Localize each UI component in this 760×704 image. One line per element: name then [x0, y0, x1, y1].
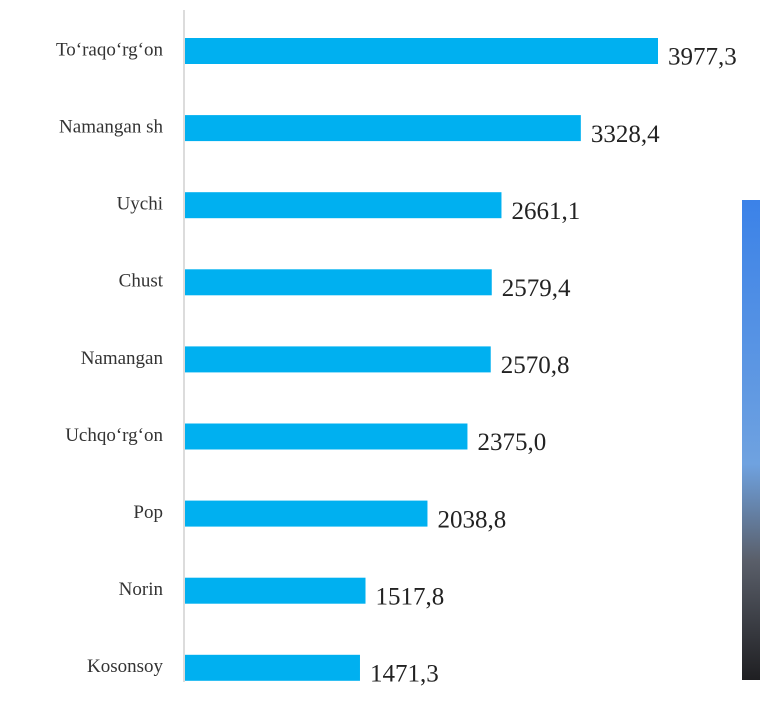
bar: [185, 192, 501, 218]
chart: To‘raqo‘rg‘on 3977,3 Namangan sh 3328,4 Uych…: [0, 0, 760, 704]
value-label: 1517,8: [376, 583, 445, 610]
category-label: Chust: [119, 271, 164, 292]
value-label: 1471,3: [370, 661, 439, 688]
category-label: Namangan: [81, 348, 164, 369]
value-label: 3977,3: [668, 44, 737, 71]
bar: [185, 269, 492, 295]
bar: [185, 424, 467, 450]
category-label: Pop: [133, 502, 163, 523]
bar: [185, 655, 360, 681]
category-label: Uychi: [117, 194, 163, 215]
category-label: Uchqo‘rg‘on: [65, 425, 163, 446]
category-label: To‘raqo‘rg‘on: [56, 39, 164, 60]
bar: [185, 501, 427, 527]
value-label: 2579,4: [502, 275, 571, 302]
bar: [185, 578, 366, 604]
value-label: 2038,8: [437, 506, 506, 533]
bar: [185, 346, 491, 372]
category-label: Norin: [119, 579, 164, 600]
category-label: Namangan sh: [59, 116, 163, 137]
category-label: Kosonsoy: [87, 656, 164, 677]
value-label: 2375,0: [477, 429, 546, 456]
bar: [185, 115, 581, 141]
value-label: 2661,1: [511, 198, 580, 225]
bar: [185, 38, 658, 64]
value-label: 3328,4: [591, 121, 660, 148]
photo-fragment: [742, 200, 760, 680]
value-label: 2570,8: [501, 352, 570, 379]
